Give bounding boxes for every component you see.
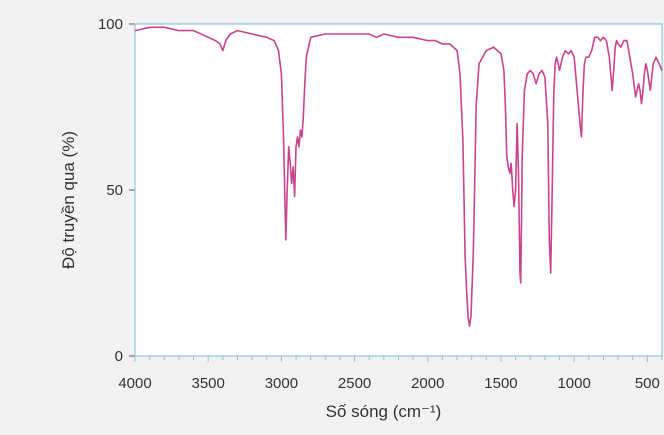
x-axis-ticks: [134, 356, 663, 362]
y-axis-ticks: [129, 23, 135, 357]
x-tick-labels: 4000 3500 3000 2500 2000 1500 1000 500: [118, 375, 660, 392]
x-tick-label: 1500: [484, 375, 517, 392]
x-tick-label: 3000: [265, 375, 298, 392]
plot-area: [135, 24, 662, 356]
x-tick-label: 2000: [411, 375, 444, 392]
x-tick-label: 3500: [192, 375, 225, 392]
x-tick-label: 500: [635, 375, 660, 392]
y-axis-label: Độ truyền qua (%): [59, 131, 78, 269]
series-line-spectrum: [134, 26, 663, 327]
y-tick-label: 50: [106, 182, 123, 199]
x-tick-label: 2500: [338, 375, 371, 392]
y-tick-label: 100: [98, 16, 123, 33]
y-tick-labels: 0 50 100: [98, 16, 123, 365]
y-tick-label: 0: [115, 348, 123, 365]
x-tick-label: 1000: [557, 375, 590, 392]
x-axis-label: Số sóng (cm⁻¹): [326, 402, 442, 421]
x-tick-label: 4000: [118, 375, 151, 392]
plot-frame: [134, 23, 663, 357]
